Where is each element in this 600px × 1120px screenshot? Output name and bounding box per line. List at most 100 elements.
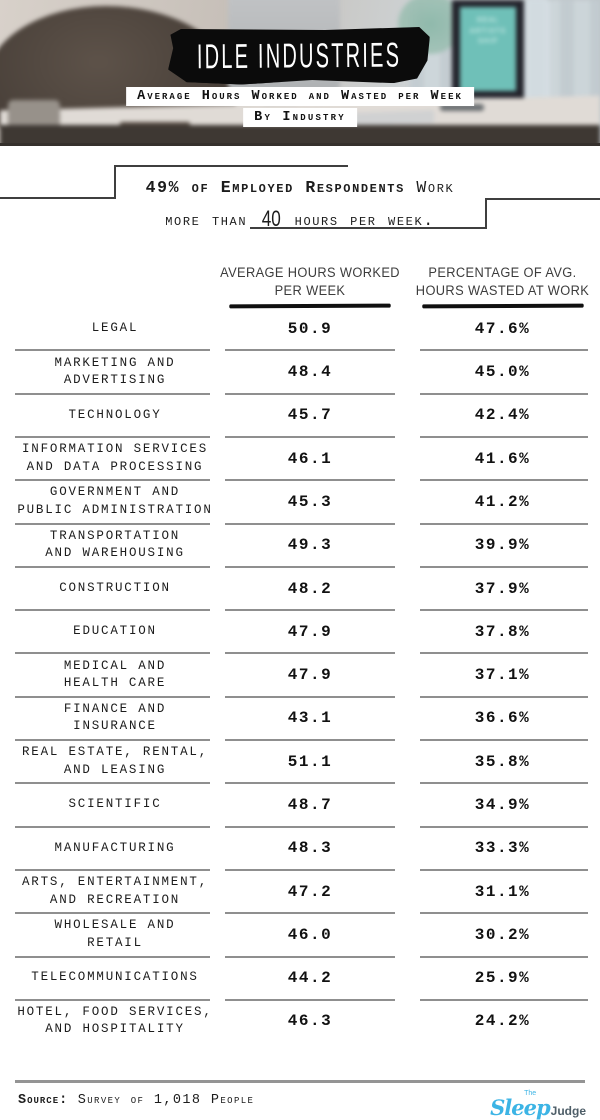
- table-row: MARKETING AND ADVERTISING 48.4 45.0%: [0, 351, 600, 392]
- callout-line-2-post: hours per week.: [283, 211, 435, 231]
- hours-worked-value: 48.4: [287, 363, 333, 382]
- row-separator: [0, 912, 600, 915]
- row-separator: [0, 955, 600, 958]
- row-separator-segment: [225, 609, 395, 612]
- industry-label-line: HEALTH CARE: [63, 676, 167, 691]
- source-note: Source: Survey of 1,018 People: [18, 1093, 254, 1108]
- industry-label-line: ARTS, ENTERTAINMENT,: [21, 875, 209, 890]
- source-text: Survey of 1,018 People: [68, 1092, 255, 1108]
- row-separator-segment: [420, 652, 588, 655]
- table-row: HOTEL, FOOD SERVICES, AND HOSPITALITY 46.3…: [0, 1001, 600, 1042]
- industry-label-line: EDUCATION: [73, 624, 157, 639]
- hours-wasted-value: 39.9%: [474, 536, 531, 555]
- row-separator-segment: [15, 782, 210, 785]
- hours-worked-value: 43.1: [287, 709, 333, 728]
- table-row: ARTS, ENTERTAINMENT, AND RECREATION 47.2 31…: [0, 871, 600, 912]
- row-separator-segment: [15, 652, 210, 655]
- industry-label-line: AND LEASING: [63, 762, 167, 777]
- industry-label-line: SCIENTIFIC: [68, 797, 162, 812]
- poster-art: REAL ARTISTS SHIP: [460, 7, 516, 91]
- column-header-hours-line2: PER WEEK: [274, 282, 346, 298]
- industry-label-line: INFORMATION SERVICES: [21, 442, 209, 457]
- column-header-wasted: PERCENTAGE OF AVG. HOURS WASTED AT WORK: [410, 264, 595, 309]
- industry-label-line: AND HOSPITALITY: [45, 1022, 185, 1037]
- hours-wasted-value: 41.2%: [474, 492, 531, 511]
- industry-label: MANUFACTURING: [0, 840, 215, 858]
- industry-label: MEDICAL AND HEALTH CARE: [0, 658, 215, 693]
- industry-label-line: AND DATA PROCESSING: [26, 459, 204, 474]
- row-separator: [0, 739, 600, 742]
- footer: Source: Survey of 1,018 People The Sleep…: [0, 1083, 600, 1120]
- row-separator: [0, 392, 600, 395]
- hours-worked-value: 48.7: [287, 796, 333, 814]
- row-separator-segment: [225, 868, 395, 871]
- row-separator-segment: [225, 565, 395, 568]
- callout-hours-number: 40: [261, 206, 281, 232]
- industry-label: TECHNOLOGY: [0, 407, 215, 425]
- industry-label-line: AND WAREHOUSING: [45, 546, 185, 561]
- row-separator-segment: [420, 349, 588, 352]
- hours-wasted-value: 34.9%: [474, 796, 531, 814]
- row-separator: [0, 522, 600, 525]
- callout-box: 49% of Employed Respondents Work more th…: [0, 158, 600, 250]
- row-separator-segment: [225, 479, 395, 482]
- row-separator-segment: [15, 565, 210, 568]
- industry-label: CONSTRUCTION: [0, 580, 215, 598]
- row-separator-segment: [420, 479, 588, 482]
- industry-label-line: GOVERNMENT AND: [49, 485, 181, 500]
- column-header-wasted-line1: PERCENTAGE OF AVG.: [428, 265, 577, 280]
- industry-label-line: TELECOMMUNICATIONS: [31, 970, 199, 985]
- row-separator-segment: [15, 392, 210, 395]
- industry-label: MARKETING AND ADVERTISING: [0, 355, 215, 390]
- hours-worked-value: 47.9: [287, 666, 333, 685]
- row-separator-segment: [225, 955, 395, 958]
- row-separator: [0, 349, 600, 352]
- table-row: FINANCE AND INSURANCE 43.1 36.6%: [0, 698, 600, 739]
- callout-border-segment: [114, 165, 116, 199]
- row-separator-segment: [420, 565, 588, 568]
- callout-text: 49% of Employed Respondents Work more th…: [0, 158, 600, 250]
- table-header-row: AVERAGE HOURS WORKED PER WEEK PERCENTAGE…: [0, 264, 600, 309]
- table-row: TECHNOLOGY 45.7 42.4%: [0, 395, 600, 436]
- row-separator-segment: [420, 998, 588, 1001]
- hours-wasted-value: 37.1%: [474, 666, 531, 685]
- industry-label: ARTS, ENTERTAINMENT, AND RECREATION: [0, 874, 215, 909]
- industry-label-line: MARKETING AND: [54, 355, 176, 370]
- table-row: WHOLESALE AND RETAIL 46.0 30.2%: [0, 914, 600, 955]
- row-separator-segment: [15, 522, 210, 525]
- industry-label-line: FINANCE AND: [63, 701, 167, 716]
- row-separator: [0, 868, 600, 871]
- hours-worked-value: 48.3: [287, 839, 333, 858]
- callout-line-1: 49% of Employed Respondents Work: [146, 175, 455, 201]
- row-separator-segment: [420, 782, 588, 785]
- title-banner: IDLE INDUSTRIES: [168, 27, 430, 85]
- row-separator-segment: [15, 609, 210, 612]
- row-separator-segment: [15, 868, 210, 871]
- industry-label: TRANSPORTATION AND WAREHOUSING: [0, 528, 215, 563]
- row-separator-segment: [420, 435, 588, 438]
- callout-border-segment: [0, 197, 116, 199]
- row-separator-segment: [225, 695, 395, 698]
- photo-desk-front-shape: [0, 125, 600, 143]
- row-separator-segment: [225, 435, 395, 438]
- hours-worked-value: 47.2: [287, 882, 333, 901]
- row-separator-segment: [420, 955, 588, 958]
- row-separator-segment: [420, 739, 588, 742]
- callout-line-2: more than 40 hours per week.: [165, 201, 435, 236]
- callout-border-segment: [250, 227, 487, 229]
- row-separator: [0, 782, 600, 785]
- sleep-judge-logo: The Sleep Judge: [490, 1090, 586, 1120]
- industry-label: REAL ESTATE, RENTAL, AND LEASING: [0, 744, 215, 779]
- table-row: SCIENTIFIC 48.7 34.9%: [0, 784, 600, 825]
- industry-label-line: WHOLESALE AND: [54, 918, 176, 933]
- photo-clutter-shape: [440, 104, 484, 111]
- industry-label-line: MEDICAL AND: [63, 658, 167, 673]
- table-row: TRANSPORTATION AND WAREHOUSING 49.3 39.9%: [0, 525, 600, 566]
- hours-worked-value: 48.2: [287, 579, 333, 598]
- callout-border-segment: [485, 198, 487, 229]
- row-separator-segment: [420, 695, 588, 698]
- hours-wasted-value: 30.2%: [474, 925, 531, 944]
- row-separator-segment: [15, 825, 210, 828]
- row-separator: [0, 825, 600, 828]
- row-separator-segment: [420, 868, 588, 871]
